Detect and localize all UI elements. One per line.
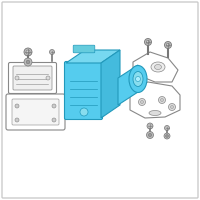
Circle shape <box>144 38 152 46</box>
Circle shape <box>140 100 144 104</box>
Circle shape <box>170 106 174 108</box>
Circle shape <box>26 60 30 64</box>
Circle shape <box>138 98 146 106</box>
Circle shape <box>164 126 170 130</box>
Circle shape <box>164 133 170 139</box>
FancyBboxPatch shape <box>8 62 57 94</box>
Circle shape <box>15 118 19 122</box>
Circle shape <box>52 118 56 122</box>
FancyBboxPatch shape <box>6 94 65 130</box>
Circle shape <box>26 50 30 54</box>
Circle shape <box>15 104 19 108</box>
Circle shape <box>168 104 176 110</box>
Ellipse shape <box>129 66 147 92</box>
Circle shape <box>166 43 170 47</box>
Circle shape <box>136 76 140 82</box>
Ellipse shape <box>151 62 165 72</box>
Polygon shape <box>66 50 120 63</box>
FancyBboxPatch shape <box>13 66 52 90</box>
Polygon shape <box>130 82 180 118</box>
Circle shape <box>160 98 164 102</box>
Circle shape <box>148 133 152 137</box>
Polygon shape <box>101 50 120 118</box>
Circle shape <box>24 48 32 56</box>
Circle shape <box>146 40 150 44</box>
Circle shape <box>166 135 168 137</box>
Circle shape <box>147 123 153 129</box>
Ellipse shape <box>149 110 161 116</box>
Circle shape <box>164 42 172 48</box>
FancyBboxPatch shape <box>64 62 102 119</box>
Ellipse shape <box>154 64 162 70</box>
Circle shape <box>46 76 50 80</box>
Ellipse shape <box>133 72 143 86</box>
Circle shape <box>50 49 54 54</box>
FancyBboxPatch shape <box>73 45 95 53</box>
FancyBboxPatch shape <box>12 99 59 125</box>
Circle shape <box>52 104 56 108</box>
Polygon shape <box>133 52 178 82</box>
Circle shape <box>24 58 32 66</box>
Circle shape <box>80 108 88 116</box>
Circle shape <box>158 97 166 104</box>
Circle shape <box>15 76 19 80</box>
Circle shape <box>146 132 154 138</box>
Polygon shape <box>118 65 138 105</box>
